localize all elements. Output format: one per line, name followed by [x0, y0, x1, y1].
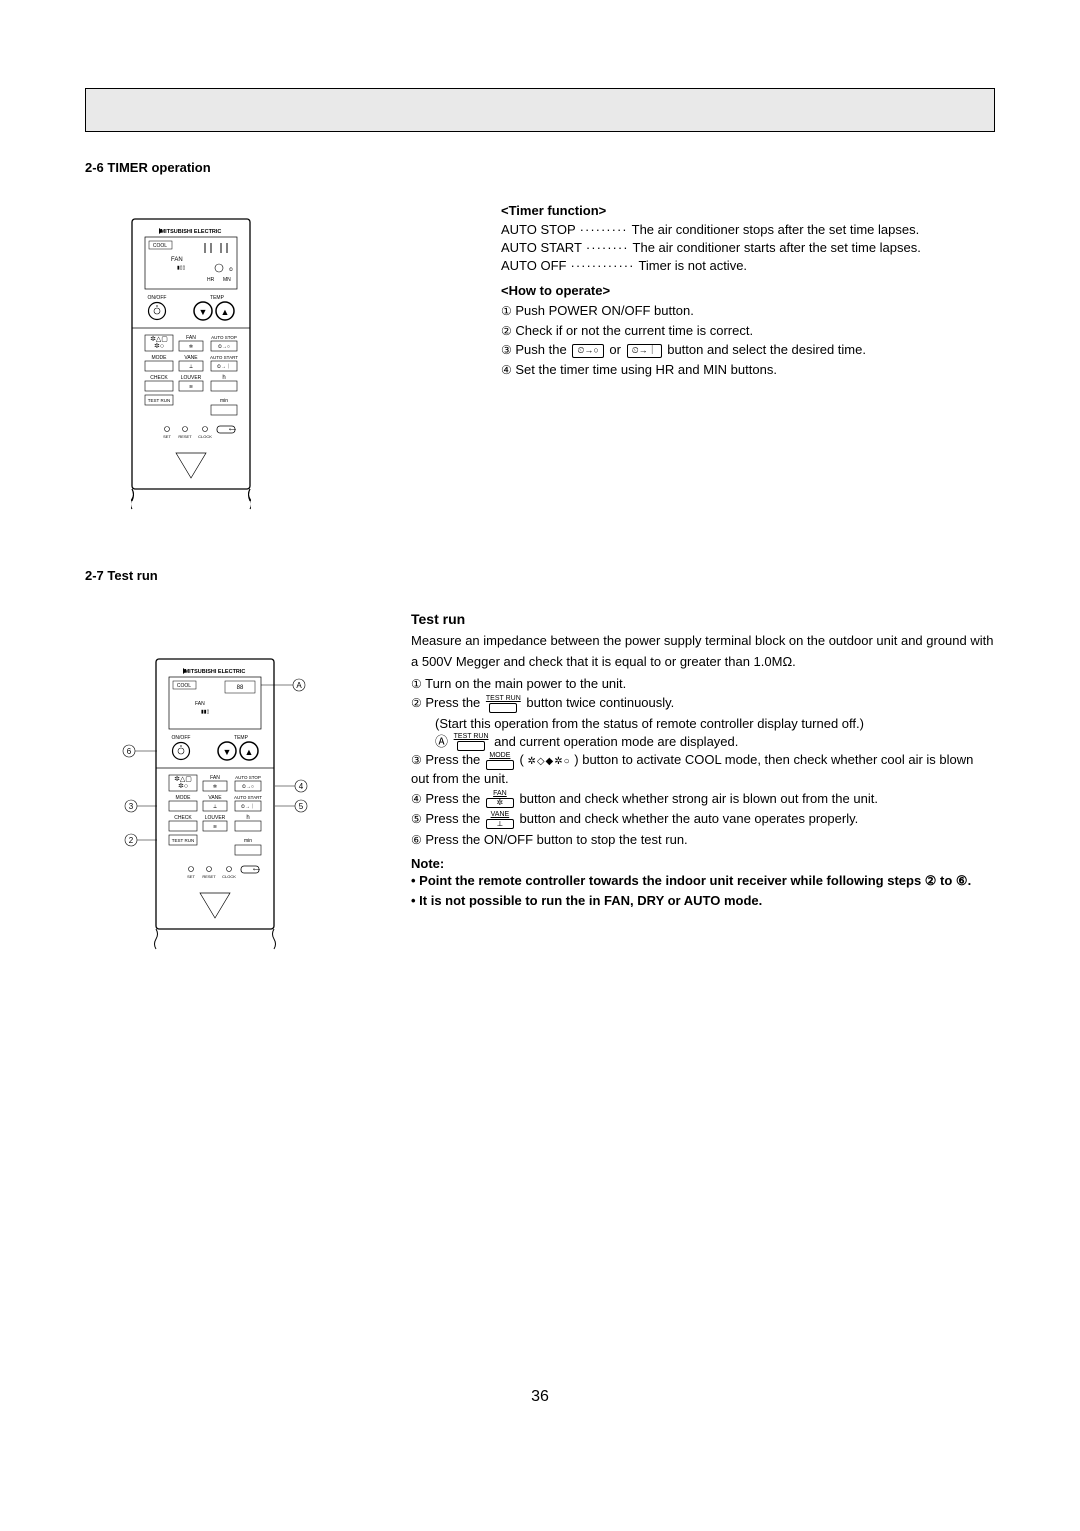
- svg-text:⏲→｜: ⏲→｜: [241, 804, 255, 810]
- svg-text:min: min: [220, 398, 228, 404]
- svg-text:HR: HR: [207, 277, 215, 283]
- remote-svg-1: MITSUBISHI ELECTRIC COOL FAN ▮▯▯ ⏲ HR MN: [131, 213, 251, 513]
- remote-figure-2: MITSUBISHI ELECTRIC COOL 88 FAN ▮▮▯ ON/O…: [85, 603, 345, 968]
- svg-text:✲: ✲: [189, 344, 193, 350]
- svg-text:5: 5: [299, 802, 304, 811]
- svg-text:TEST RUN: TEST RUN: [172, 838, 194, 843]
- svg-text:MN: MN: [223, 277, 231, 283]
- section-2-7-title: 2-7 Test run: [85, 568, 995, 583]
- svg-text:AUTO STOP: AUTO STOP: [235, 775, 261, 780]
- svg-text:FAN: FAN: [210, 775, 220, 781]
- svg-text:▲: ▲: [221, 307, 230, 317]
- svg-text:LOUVER: LOUVER: [181, 375, 202, 381]
- note-1: • Point the remote controller towards th…: [411, 871, 995, 891]
- svg-text:ON/OFF: ON/OFF: [148, 295, 167, 301]
- svg-text:4: 4: [299, 782, 304, 791]
- svg-text:⏲→○: ⏲→○: [242, 784, 254, 790]
- remote-figure-1: MITSUBISHI ELECTRIC COOL FAN ▮▯▯ ⏲ HR MN: [85, 195, 345, 518]
- svg-text:h: h: [246, 815, 249, 821]
- svg-text:FAN: FAN: [195, 701, 205, 707]
- svg-text:▲: ▲: [245, 747, 254, 757]
- svg-text:⏲: ⏲: [229, 267, 233, 273]
- svg-text:⟵: ⟵: [253, 867, 260, 873]
- svg-text:A: A: [296, 681, 302, 690]
- svg-text:✲: ✲: [213, 784, 217, 790]
- svg-text:CLOCK: CLOCK: [198, 434, 212, 439]
- svg-text:CHECK: CHECK: [150, 375, 168, 381]
- svg-text:✲○: ✲○: [178, 782, 188, 790]
- testrun-steps: ① Turn on the main power to the unit.② P…: [411, 675, 995, 849]
- svg-text:2: 2: [129, 836, 134, 845]
- svg-text:⟵: ⟵: [229, 427, 236, 433]
- remote-svg-2: MITSUBISHI ELECTRIC COOL 88 FAN ▮▮▯ ON/O…: [115, 643, 315, 963]
- section-2-6-title: 2-6 TIMER operation: [85, 160, 995, 175]
- svg-text:ON/OFF: ON/OFF: [172, 735, 191, 741]
- svg-text:SET: SET: [163, 434, 171, 439]
- svg-text:TEMP: TEMP: [210, 295, 225, 301]
- svg-text:▼: ▼: [199, 307, 208, 317]
- svg-text:✲△▢: ✲△▢: [150, 335, 168, 343]
- svg-text:▮▯▯: ▮▯▯: [177, 265, 186, 271]
- svg-text:FAN: FAN: [186, 335, 196, 341]
- svg-text:AUTO START: AUTO START: [210, 355, 238, 360]
- svg-text:TEST RUN: TEST RUN: [148, 398, 170, 403]
- svg-text:CLOCK: CLOCK: [222, 874, 236, 879]
- svg-text:3: 3: [129, 802, 134, 811]
- timer-items: AUTO STOP·········The air conditioner st…: [501, 222, 995, 273]
- svg-text:▮▮▯: ▮▮▯: [201, 709, 210, 715]
- howto-head: <How to operate>: [501, 283, 995, 298]
- svg-text:h: h: [222, 375, 225, 381]
- test-run-intro: Measure an impedance between the power s…: [411, 631, 995, 673]
- svg-text:LOUVER: LOUVER: [205, 815, 226, 821]
- svg-text:⏲→○: ⏲→○: [218, 344, 230, 350]
- svg-text:MITSUBISHI ELECTRIC: MITSUBISHI ELECTRIC: [161, 229, 222, 235]
- svg-text:VANE: VANE: [208, 795, 222, 801]
- svg-text:SET: SET: [187, 874, 195, 879]
- svg-text:≋: ≋: [189, 384, 193, 390]
- svg-text:VANE: VANE: [184, 355, 198, 361]
- svg-text:COOL: COOL: [177, 683, 191, 689]
- test-run-head: Test run: [411, 611, 995, 627]
- svg-text:COOL: COOL: [153, 243, 167, 249]
- page-number: 36: [85, 1388, 995, 1406]
- svg-text:MITSUBISHI ELECTRIC: MITSUBISHI ELECTRIC: [185, 669, 246, 675]
- svg-text:≋: ≋: [213, 824, 217, 830]
- svg-text:FAN: FAN: [171, 257, 183, 263]
- svg-text:MODE: MODE: [176, 795, 192, 801]
- timer-function-head: <Timer function>: [501, 203, 995, 218]
- svg-text:88: 88: [237, 685, 244, 691]
- svg-text:✲△▢: ✲△▢: [174, 775, 192, 783]
- header-bar: [85, 88, 995, 132]
- note-head: Note:: [411, 856, 995, 871]
- svg-text:⏲→｜: ⏲→｜: [217, 364, 231, 370]
- howto-steps: ① Push POWER ON/OFF button.② Check if or…: [501, 302, 995, 378]
- svg-text:min: min: [244, 838, 252, 844]
- svg-text:6: 6: [127, 747, 132, 756]
- note-2: • It is not possible to run the in FAN, …: [411, 891, 995, 911]
- svg-text:MODE: MODE: [152, 355, 168, 361]
- svg-text:RESET: RESET: [202, 874, 216, 879]
- svg-text:TEMP: TEMP: [234, 735, 249, 741]
- svg-text:RESET: RESET: [178, 434, 192, 439]
- svg-text:AUTO STOP: AUTO STOP: [211, 335, 237, 340]
- svg-text:▼: ▼: [223, 747, 232, 757]
- svg-text:✲○: ✲○: [154, 342, 164, 350]
- svg-text:AUTO START: AUTO START: [234, 795, 262, 800]
- svg-text:CHECK: CHECK: [174, 815, 192, 821]
